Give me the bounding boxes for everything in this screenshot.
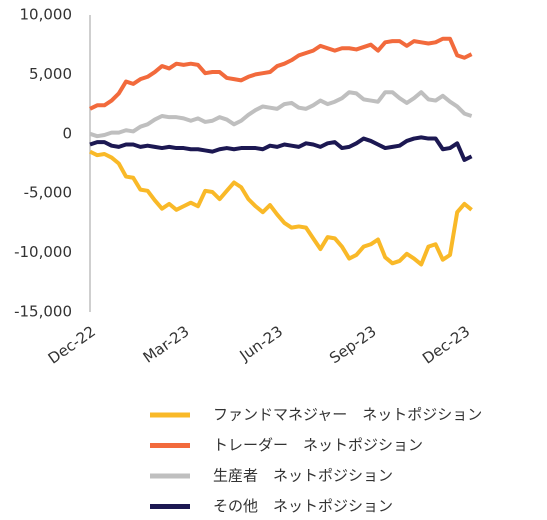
series-line [89,135,473,162]
x-tick-label: Dec-23 [419,322,473,367]
x-tick-label: Sep-23 [326,322,380,367]
x-tick-label: Dec-22 [45,322,99,367]
y-tick-label: -5,000 [24,184,72,202]
y-tick-label: -15,000 [14,303,72,321]
legend-label: その他 ネットポジション [213,497,393,515]
legend-label: 生産者 ネットポジション [213,467,393,485]
series-line [89,36,473,111]
series-line [89,149,473,267]
x-tick-label: Mar-23 [140,322,193,366]
y-tick-label: 10,000 [20,6,73,24]
y-tick-label: 5,000 [29,65,72,83]
legend-label: ファンドマネジャー ネットポジション [213,406,482,424]
x-tick-label: Jun-23 [236,322,286,365]
y-tick-label: -10,000 [14,243,72,261]
y-tick-label: 0 [62,124,72,142]
series-line [89,90,473,139]
legend-label: トレーダー ネットポジション [213,436,423,454]
